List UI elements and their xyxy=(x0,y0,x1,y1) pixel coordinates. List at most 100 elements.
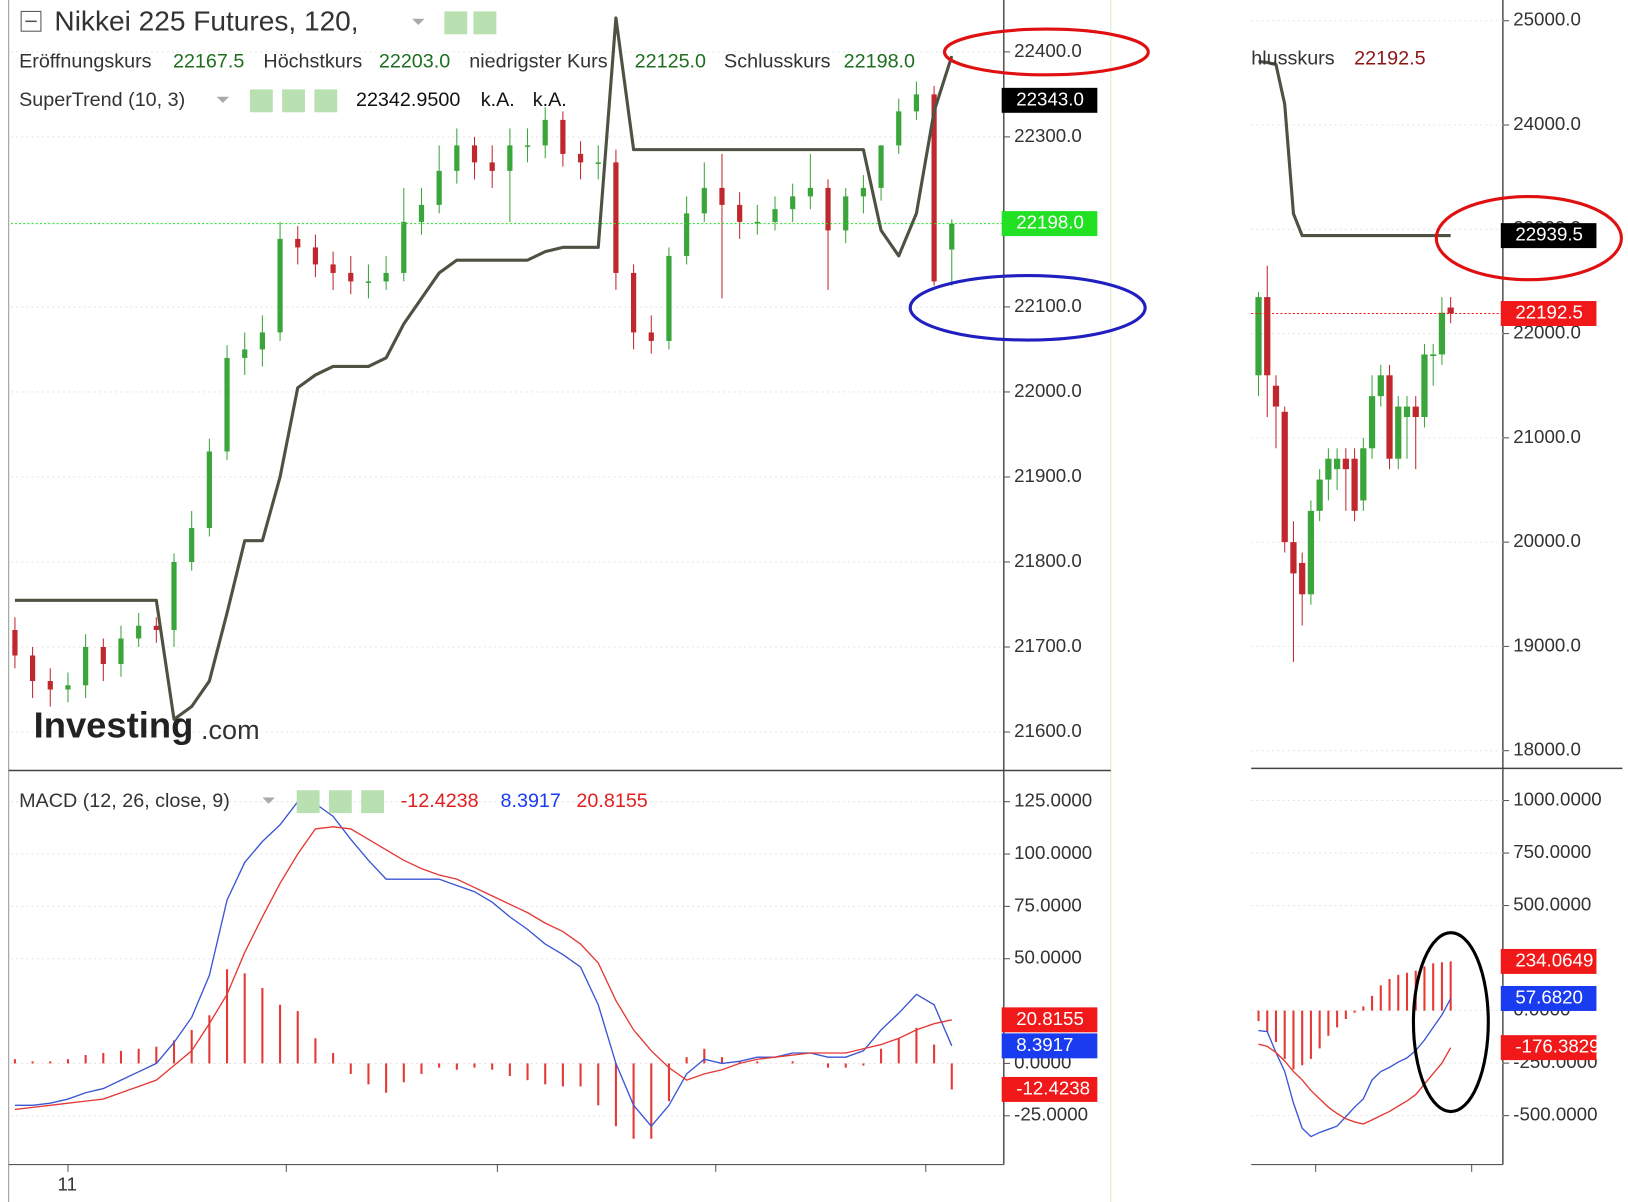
price-badge-label: 20.8155 xyxy=(1016,1008,1084,1029)
candle-body xyxy=(12,630,18,656)
candle-body xyxy=(1299,562,1306,595)
candle-body xyxy=(772,209,778,222)
candle-body xyxy=(630,272,637,333)
indicator-readout: k.A. xyxy=(533,89,567,111)
indicator-line xyxy=(1258,1043,1452,1125)
price-badge xyxy=(1001,211,1098,237)
y-tick-label: 22300.0 xyxy=(1014,125,1082,146)
highlight-ellipse xyxy=(942,27,1150,77)
candle-body xyxy=(542,119,548,146)
collapse-icon[interactable] xyxy=(20,10,42,32)
candle-body xyxy=(383,272,389,282)
candle-body xyxy=(913,94,920,112)
candle-body xyxy=(1334,458,1341,470)
x-tick-label: 11 xyxy=(58,1173,77,1194)
highlight-ellipse xyxy=(908,273,1147,342)
y-tick-label: 21700.0 xyxy=(1014,635,1082,656)
y-tick-label: -500.0000 xyxy=(1513,1104,1597,1125)
candle-body xyxy=(1316,479,1323,511)
settings-icon[interactable] xyxy=(282,89,306,113)
remove-icon[interactable] xyxy=(314,89,338,113)
candle-body xyxy=(1412,406,1419,417)
price-badge-label: -12.4238 xyxy=(1016,1077,1090,1098)
candle-body xyxy=(860,187,866,197)
candle-body xyxy=(330,264,336,273)
y-tick-label: 20000.0 xyxy=(1513,530,1581,551)
visibility-icon[interactable] xyxy=(296,790,320,814)
indicator-label: SuperTrend (10, 3) xyxy=(19,89,185,111)
candle-body xyxy=(949,223,955,250)
price-badge-label: 22192.5 xyxy=(1515,301,1583,322)
watermark: Investing xyxy=(34,704,194,745)
candle-body xyxy=(365,281,372,283)
price-badge-label: 22198.0 xyxy=(1016,212,1084,233)
dropdown-arrow[interactable] xyxy=(216,96,230,103)
visibility-icon[interactable] xyxy=(249,89,273,113)
supertrend-line xyxy=(1258,59,1451,238)
visibility-icon[interactable] xyxy=(444,11,468,35)
candle-body xyxy=(1281,411,1288,543)
dropdown-arrow[interactable] xyxy=(262,797,275,804)
price-badge xyxy=(1500,986,1597,1011)
candle-body xyxy=(83,647,89,686)
candle-body xyxy=(807,187,813,197)
candle-body xyxy=(1272,385,1280,407)
indicator-readout: 22342.9500 xyxy=(356,89,460,111)
candle-body xyxy=(666,255,672,341)
candle-body xyxy=(171,561,177,631)
candle-body xyxy=(206,451,212,528)
candle-body xyxy=(931,94,937,282)
candle-body xyxy=(1447,307,1454,314)
ohlc-label: niedrigster Kurs xyxy=(469,51,607,73)
remove-icon[interactable] xyxy=(361,790,385,814)
price-badge xyxy=(1001,1076,1098,1102)
ohlc-value: 22203.0 xyxy=(379,51,450,73)
price-badge xyxy=(1500,1035,1597,1061)
dropdown-arrow[interactable] xyxy=(412,18,425,25)
candle-body xyxy=(153,625,159,631)
candle-body xyxy=(1368,396,1376,449)
price-badge-label: 234.0649 xyxy=(1515,949,1593,970)
candle-body xyxy=(1264,297,1271,376)
y-tick-label: 21900.0 xyxy=(1014,465,1082,486)
indicator-readout: k.A. xyxy=(481,89,515,111)
settings-icon[interactable] xyxy=(328,790,352,814)
y-tick-label: 21800.0 xyxy=(1014,550,1082,571)
candle-body xyxy=(878,145,884,188)
settings-icon[interactable] xyxy=(473,11,497,35)
ohlc-value: 22167.5 xyxy=(173,51,244,73)
candle-body xyxy=(701,187,707,214)
candle-body xyxy=(1421,354,1428,417)
candle-body xyxy=(136,625,142,639)
candle-body xyxy=(1342,458,1349,470)
price-badge xyxy=(1001,1033,1098,1059)
candle-body xyxy=(242,349,248,358)
candle-body xyxy=(648,332,654,341)
annotations xyxy=(908,27,1623,1114)
indicator-label: MACD (12, 26, close, 9) xyxy=(19,790,230,812)
candle-body xyxy=(754,221,760,224)
y-tick-label: 750.0000 xyxy=(1513,841,1591,862)
indicator-line xyxy=(1258,998,1452,1138)
candle-body xyxy=(295,238,301,248)
candle-body xyxy=(259,332,265,350)
y-tick-label: 21000.0 xyxy=(1513,426,1581,447)
candle-body xyxy=(843,196,849,231)
price-badge-label: 8.3917 xyxy=(1016,1034,1073,1055)
candle-body xyxy=(65,685,71,690)
highlight-ellipse xyxy=(1411,931,1490,1114)
indicator-readout: 8.3917 xyxy=(501,790,561,812)
candle-body xyxy=(29,655,36,682)
candle-body xyxy=(684,213,690,256)
text-layer: Nikkei 225 Futures, 120, Eröffnungskurs … xyxy=(19,5,1426,1194)
y-tick-label: 100.0000 xyxy=(1014,842,1092,863)
candle-body xyxy=(1351,458,1358,511)
y-tick-label: 500.0000 xyxy=(1513,894,1591,915)
candle-body xyxy=(471,145,478,163)
y-tick-label: 22000.0 xyxy=(1014,380,1082,401)
candle-body xyxy=(577,153,584,163)
candle-body xyxy=(454,145,460,171)
candle-body xyxy=(277,238,283,333)
candle-body xyxy=(560,119,566,154)
price-badge-label: 22939.5 xyxy=(1515,224,1583,245)
